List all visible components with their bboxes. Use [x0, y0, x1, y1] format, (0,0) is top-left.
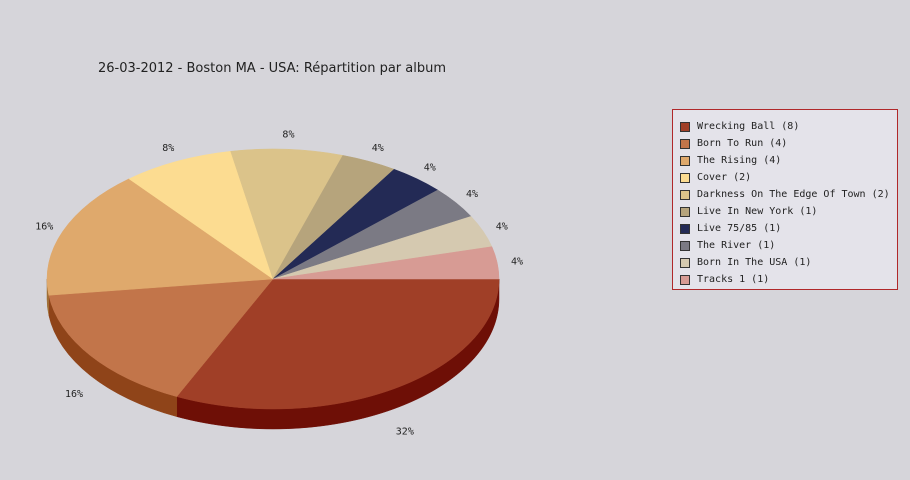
pie-slice-wrecking-ball-8: [176, 278, 500, 410]
legend-label: Live 75/85 (1): [697, 223, 782, 234]
legend-swatch: [680, 138, 690, 149]
legend: Wrecking Ball (8) Born To Run (4) The Risi…: [672, 109, 898, 290]
pie-label-the-river-1: 4%: [466, 189, 478, 200]
pie-label-born-to-run-4: 16%: [65, 389, 83, 400]
legend-item-the-rising-4: The Rising (4): [680, 152, 897, 169]
chart-title: 26-03-2012 - Boston MA - USA: Répartitio…: [98, 61, 447, 76]
legend-label: Wrecking Ball (8): [697, 121, 800, 132]
legend-swatch: [680, 172, 690, 183]
legend-item-the-river-1: The River (1): [680, 237, 897, 254]
legend-label: The River (1): [697, 240, 776, 251]
legend-item-darkness-on-the-edge-of-town-2: Darkness On The Edge Of Town (2): [680, 186, 897, 203]
pie-label-born-in-the-usa-1: 4%: [496, 221, 508, 232]
legend-item-wrecking-ball-8: Wrecking Ball (8): [680, 118, 897, 135]
pie-label-live-75-85-1: 4%: [424, 163, 436, 174]
pie-label-tracks-1-1: 4%: [511, 257, 523, 268]
legend-item-live-in-new-york-1: Live In New York (1): [680, 203, 897, 220]
legend-swatch: [680, 155, 690, 166]
legend-item-born-to-run-4: Born To Run (4): [680, 135, 897, 152]
pie-label-live-in-new-york-1: 4%: [372, 143, 384, 154]
pie-label-wrecking-ball-8: 32%: [396, 426, 414, 437]
legend-swatch: [680, 240, 690, 251]
legend-swatch: [680, 274, 690, 285]
legend-label: Born In The USA (1): [697, 257, 812, 268]
legend-swatch: [680, 206, 690, 217]
pie-slice-tracks-1-1: [272, 246, 500, 280]
legend-item-cover-2: Cover (2): [680, 169, 897, 186]
pie-slice-cover-2: [128, 151, 274, 280]
legend-label: Tracks 1 (1): [697, 274, 770, 285]
legend-item-born-in-the-usa-1: Born In The USA (1): [680, 254, 897, 271]
pie-slice-darkness-on-the-edge-of-town-2: [230, 148, 344, 280]
pie-slice-born-to-run-4: [48, 278, 274, 397]
legend-label: Live In New York (1): [697, 206, 818, 217]
pie-slice-the-rising-4: [46, 178, 274, 296]
legend-item-live-75-85-1: Live 75/85 (1): [680, 220, 897, 237]
pie-label-cover-2: 8%: [162, 143, 174, 154]
legend-label: Born To Run (4): [697, 138, 788, 149]
legend-swatch: [680, 257, 690, 268]
pie-label-darkness-on-the-edge-of-town-2: 8%: [282, 129, 294, 140]
legend-label: The Rising (4): [697, 155, 782, 166]
legend-swatch: [680, 223, 690, 234]
legend-label: Darkness On The Edge Of Town (2): [697, 189, 890, 200]
legend-swatch: [680, 121, 690, 132]
legend-swatch: [680, 189, 690, 200]
pie-label-the-rising-4: 16%: [35, 221, 53, 232]
legend-label: Cover (2): [697, 172, 752, 183]
legend-item-tracks-1-1: Tracks 1 (1): [680, 271, 897, 288]
